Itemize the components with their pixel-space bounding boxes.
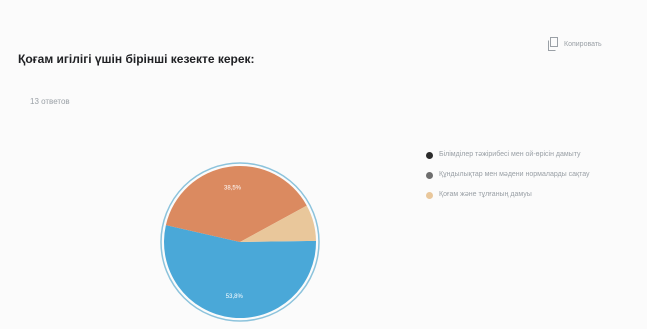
legend-label: Қоғам және тұлғаның дамуы — [439, 191, 532, 198]
chart-legend: Білімділер тәжірибесі мен ой-өрісін дамы… — [426, 150, 636, 210]
copy-chart-button[interactable]: Копировать — [548, 36, 602, 52]
legend-item: Құндылықтар мен мәдени нормаларды сақтау — [426, 170, 636, 180]
question-title: Қоғам игілігі үшін бірінші кезекте керек… — [18, 52, 255, 66]
legend-marker-icon — [426, 152, 433, 159]
legend-marker-icon — [426, 192, 433, 199]
pie-slice-label-2: 38,5% — [224, 185, 242, 191]
response-count: 13 ответов — [30, 97, 70, 106]
copy-chart-label: Копировать — [564, 40, 602, 48]
pie-chart: 53,8% 38,5% — [160, 162, 320, 322]
pie-slice-3 — [240, 205, 316, 242]
pie-slice-label-1: 53,8% — [226, 294, 244, 300]
legend-label: Құндылықтар мен мәдени нормаларды сақтау — [439, 171, 590, 178]
pie-slice-2 — [165, 166, 307, 242]
legend-item: Білімділер тәжірибесі мен ой-өрісін дамы… — [426, 150, 636, 160]
pie-rim — [160, 162, 320, 322]
legend-label: Білімділер тәжірибесі мен ой-өрісін дамы… — [439, 151, 581, 158]
pie-slice-1 — [164, 225, 316, 319]
copy-icon — [548, 37, 558, 51]
legend-marker-icon — [426, 172, 433, 179]
legend-item: Қоғам және тұлғаның дамуы — [426, 190, 636, 200]
